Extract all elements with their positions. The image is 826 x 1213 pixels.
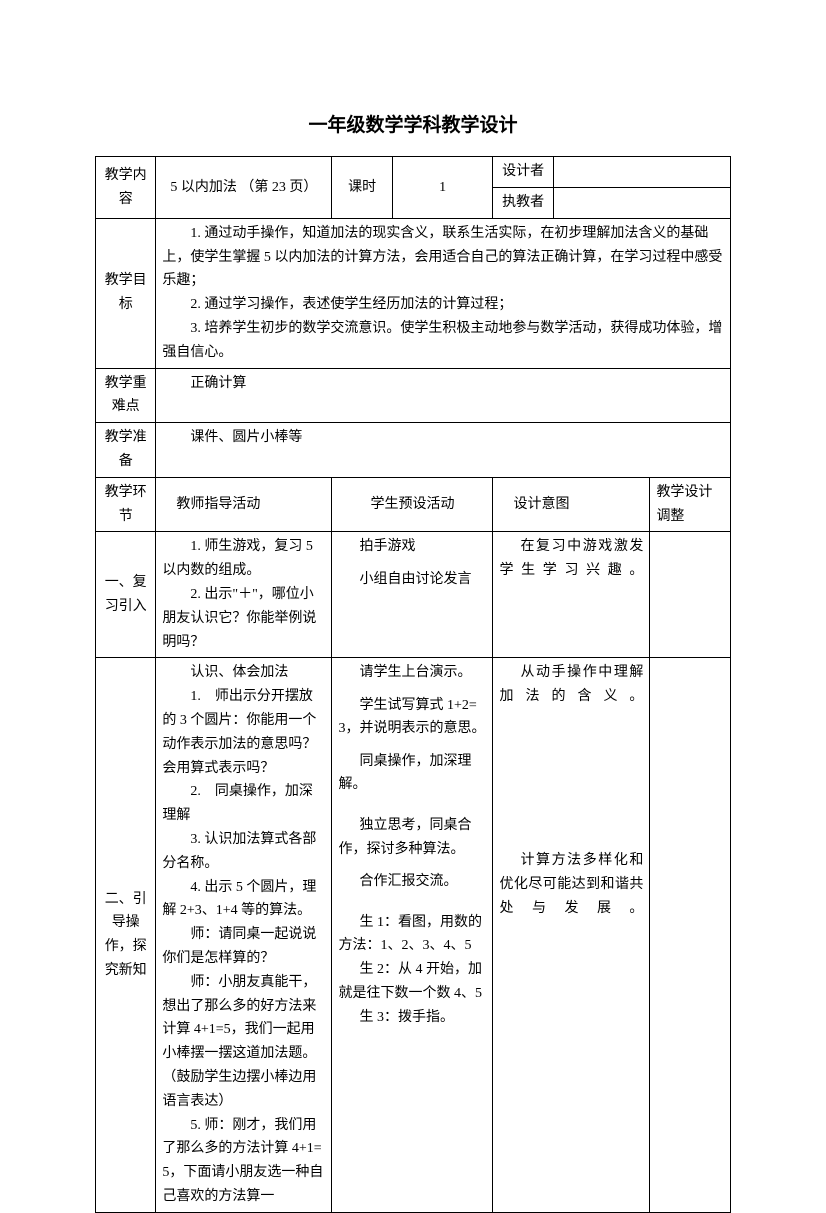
- value-prep: 课件、圆片小棒等: [156, 423, 731, 478]
- phase-2: 二、引导操作，探究新知: [96, 658, 156, 1212]
- i-line: 从动手操作中理解加法的含义。: [499, 661, 643, 709]
- t-line: 3. 认识加法算式各部分名称。: [162, 828, 325, 876]
- t-line: 师：小朋友真能干，想出了那么多的好方法来计算 4+1=5，我们一起用小棒摆一摆这…: [162, 971, 325, 1114]
- t-line: 4. 出示 5 个圆片，理解 2+3、1+4 等的算法。: [162, 876, 325, 924]
- teacher-activity-1: 1. 师生游戏，复习 5 以内数的组成。 2. 出示"＋"，哪位小朋友认识它？你…: [156, 532, 332, 658]
- label-teacher: 执教者: [493, 188, 553, 219]
- teacher-activity-2: 认识、体会加法 1. 师出示分开摆放的 3 个圆片：你能用一个动作表示加法的意思…: [156, 658, 332, 1212]
- s-line: 拍手游戏: [338, 535, 486, 559]
- label-intent: 设计意图: [493, 477, 650, 532]
- s-line: 生 1：看图，用数的方法：1、2、3、4、5: [338, 911, 486, 959]
- s-line: 学生试写算式 1+2=3，并说明表示的意思。: [338, 694, 486, 742]
- student-activity-1: 拍手游戏 小组自由讨论发言: [332, 532, 493, 658]
- s-line: 同桌操作，加深理解。: [338, 750, 486, 798]
- t-line: 1. 师出示分开摆放的 3 个圆片：你能用一个动作表示加法的意思吗？会用算式表示…: [162, 685, 325, 780]
- value-teacher: [553, 188, 730, 219]
- label-designer: 设计者: [493, 157, 553, 188]
- value-difficulty: 正确计算: [156, 368, 731, 423]
- s-line: 生 3：拨手指。: [338, 1006, 486, 1030]
- t-line: 2. 同桌操作，加深理解: [162, 780, 325, 828]
- prep-text: 课件、圆片小棒等: [162, 426, 724, 450]
- t-line: 5. 师：刚才，我们用了那么多的方法计算 4+1=5，下面请小朋友选一种自己喜欢…: [162, 1114, 325, 1209]
- goal-line: 3. 培养学生初步的数学交流意识。使学生积极主动地参与数学活动，获得成功体验，增…: [162, 317, 724, 365]
- label-goal: 教学目标: [96, 218, 156, 368]
- s-line: 合作汇报交流。: [338, 870, 486, 894]
- intent-2: 从动手操作中理解加法的含义。 计算方法多样化和优化尽可能达到和谐共处与发展。: [493, 658, 650, 1212]
- value-designer: [553, 157, 730, 188]
- value-period: 1: [392, 157, 493, 219]
- difficulty-text: 正确计算: [162, 372, 724, 396]
- s-line: 生 2：从 4 开始，加就是往下数一个数 4、5: [338, 958, 486, 1006]
- label-phase: 教学环节: [96, 477, 156, 532]
- lesson-plan-table: 教学内容 5 以内加法 （第 23 页） 课时 1 设计者 执教者 教学目标 1…: [95, 156, 731, 1212]
- label-student-activity: 学生预设活动: [332, 477, 493, 532]
- t-line: 认识、体会加法: [162, 661, 325, 685]
- label-period: 课时: [332, 157, 392, 219]
- label-content: 教学内容: [96, 157, 156, 219]
- label-difficulty: 教学重难点: [96, 368, 156, 423]
- label-prep: 教学准备: [96, 423, 156, 478]
- intent-1: 在复习中游戏激发学生学习兴趣。: [493, 532, 650, 658]
- page-title: 一年级数学学科教学设计: [95, 110, 731, 142]
- s-line: 请学生上台演示。: [338, 661, 486, 685]
- goal-line: 2. 通过学习操作，表述使学生经历加法的计算过程；: [162, 293, 724, 317]
- t-line: 1. 师生游戏，复习 5 以内数的组成。: [162, 535, 325, 583]
- adjust-1: [650, 532, 731, 658]
- label-adjust: 教学设计调整: [650, 477, 731, 532]
- phase-1: 一、复习引入: [96, 532, 156, 658]
- t-line: 师：请同桌一起说说你们是怎样算的？: [162, 923, 325, 971]
- i-line: 计算方法多样化和优化尽可能达到和谐共处与发展。: [499, 849, 643, 920]
- goal-line: 1. 通过动手操作，知道加法的现实含义，联系生活实际，在初步理解加法含义的基础上…: [162, 222, 724, 293]
- i-line: 在复习中游戏激发学生学习兴趣。: [499, 535, 643, 583]
- value-goal: 1. 通过动手操作，知道加法的现实含义，联系生活实际，在初步理解加法含义的基础上…: [156, 218, 731, 368]
- student-activity-2: 请学生上台演示。 学生试写算式 1+2=3，并说明表示的意思。 同桌操作，加深理…: [332, 658, 493, 1212]
- s-line: 小组自由讨论发言: [338, 568, 486, 592]
- value-content: 5 以内加法 （第 23 页）: [156, 157, 332, 219]
- adjust-2: [650, 658, 731, 1212]
- t-line: 2. 出示"＋"，哪位小朋友认识它？你能举例说明吗？: [162, 583, 325, 654]
- s-line: 独立思考，同桌合作，探讨多种算法。: [338, 814, 486, 862]
- label-teacher-activity: 教师指导活动: [156, 477, 332, 532]
